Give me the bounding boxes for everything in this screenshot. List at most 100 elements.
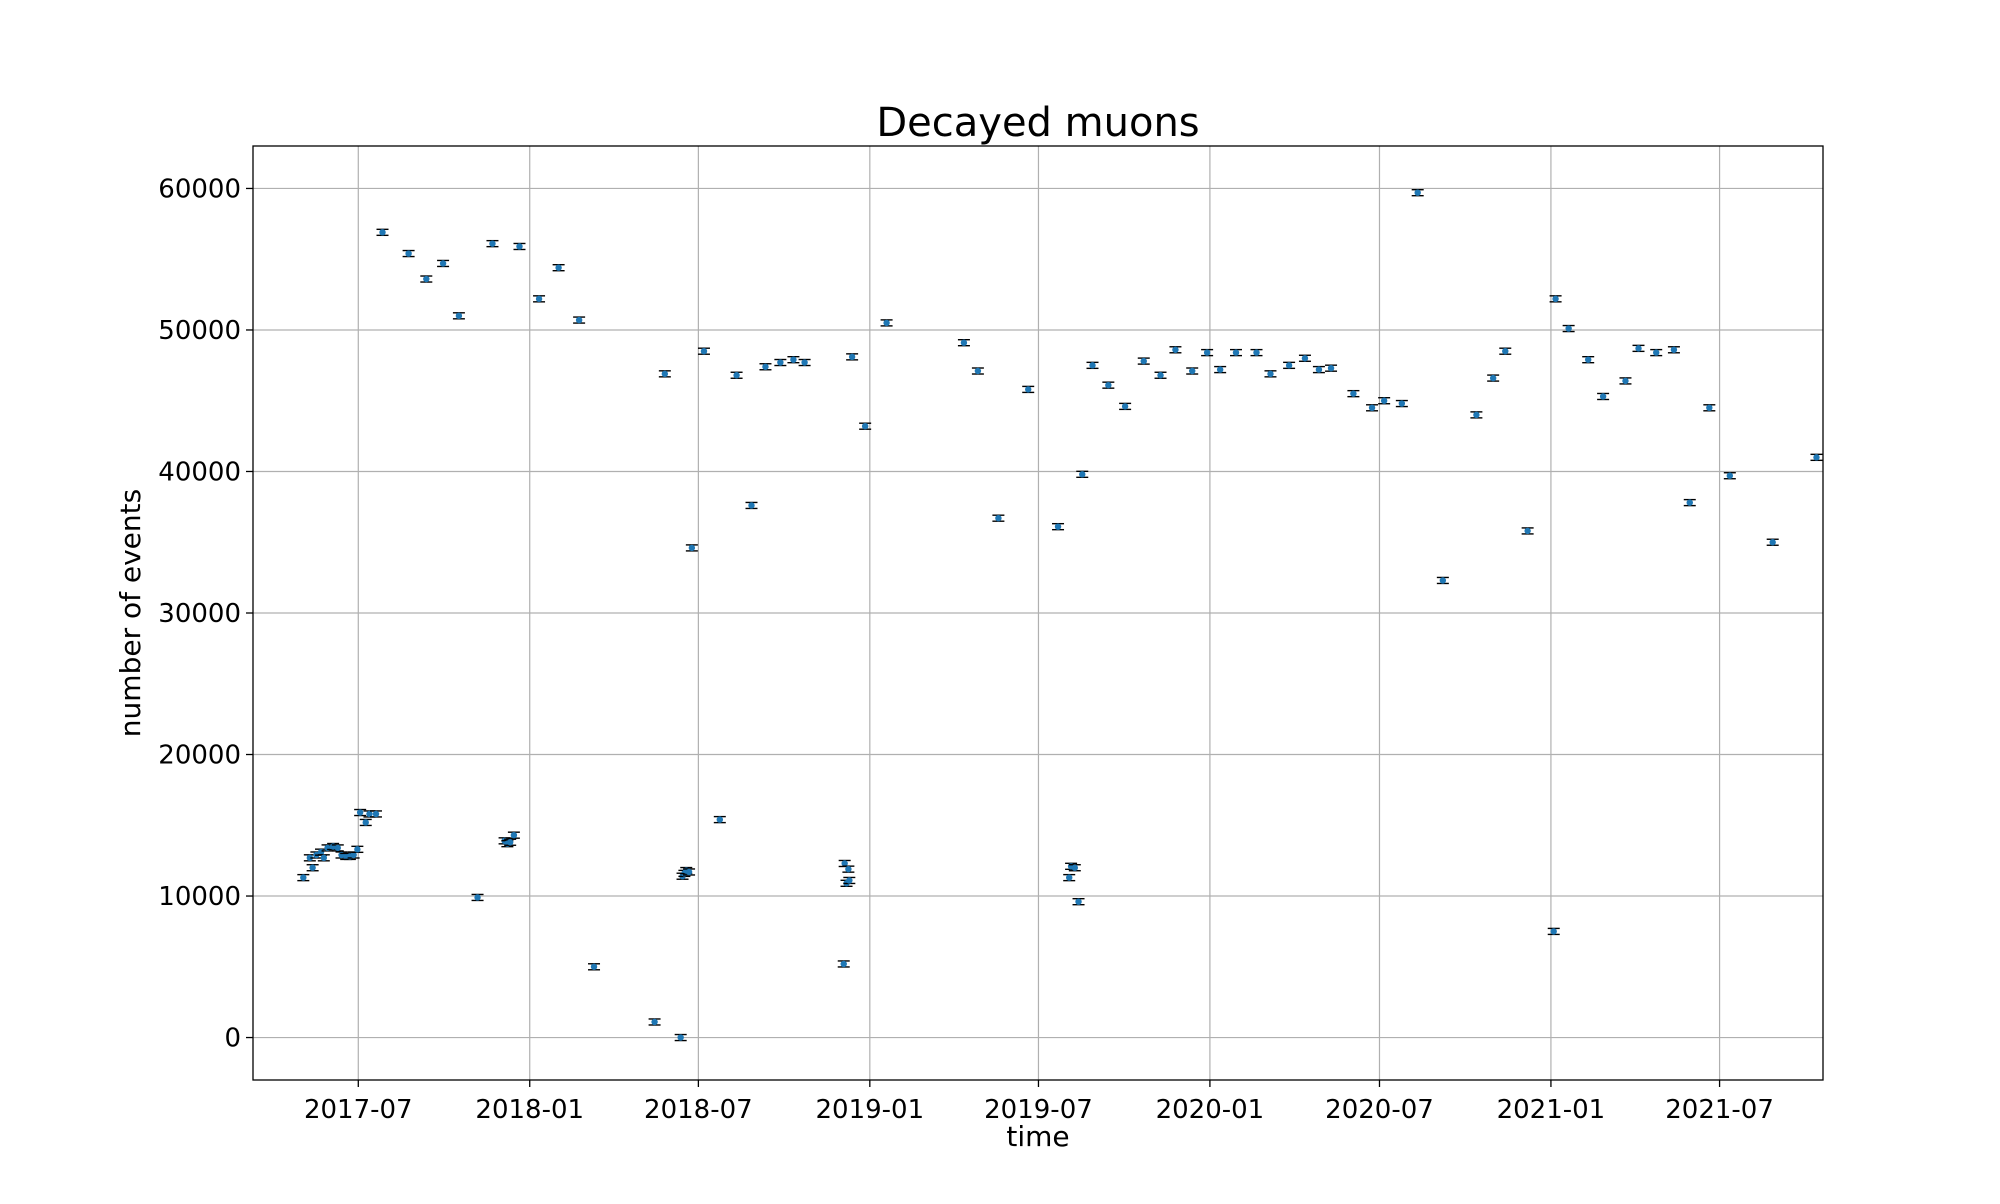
- data-point: [362, 819, 369, 826]
- data-point-group: [1487, 374, 1500, 382]
- x-tick-label: 2020-01: [1156, 1095, 1265, 1125]
- data-point: [1075, 898, 1082, 905]
- data-point: [474, 894, 481, 901]
- data-point-group: [787, 355, 800, 364]
- data-point: [1813, 454, 1820, 461]
- data-point-group: [1562, 324, 1575, 333]
- data-point-group: [1547, 927, 1560, 936]
- data-point-group: [1378, 397, 1391, 405]
- data-point-group: [1086, 361, 1099, 370]
- data-point-group: [658, 370, 671, 378]
- data-point-group: [420, 275, 433, 283]
- data-point-group: [1582, 355, 1595, 364]
- data-point: [1599, 393, 1607, 400]
- data-point-group: [774, 358, 787, 367]
- data-point-group: [437, 259, 450, 268]
- data-point-group: [471, 893, 484, 902]
- data-point-group: [1137, 357, 1150, 365]
- data-point-group: [1186, 367, 1199, 375]
- data-point: [516, 243, 523, 250]
- data-point: [1089, 362, 1096, 369]
- data-point-group: [1076, 470, 1089, 479]
- data-point-group: [552, 264, 565, 272]
- data-point: [685, 868, 693, 876]
- data-point: [356, 809, 364, 816]
- data-point: [1066, 874, 1073, 881]
- data-point-group: [1521, 527, 1534, 535]
- data-point: [1502, 347, 1509, 355]
- data-point: [1380, 397, 1388, 404]
- data-point: [688, 544, 696, 552]
- data-point: [1550, 928, 1557, 935]
- data-point: [995, 514, 1002, 522]
- data-point: [762, 363, 769, 370]
- data-point: [1105, 381, 1112, 389]
- data-point-group: [842, 865, 855, 873]
- data-point: [1552, 295, 1559, 303]
- data-point-group: [513, 242, 526, 251]
- data-point-group: [697, 347, 710, 355]
- data-point-group: [359, 818, 372, 827]
- data-point-group: [1119, 402, 1132, 411]
- data-point: [841, 860, 848, 867]
- data-point-group: [452, 312, 465, 320]
- data-point-group: [1650, 348, 1663, 357]
- data-point: [1686, 499, 1693, 506]
- y-tick-label: 10000: [158, 882, 241, 912]
- data-point: [883, 319, 890, 327]
- data-point: [439, 260, 447, 267]
- data-point-group: [730, 371, 743, 379]
- data-point-group: [880, 319, 893, 327]
- data-point-group: [1229, 348, 1242, 357]
- data-point: [1726, 472, 1734, 479]
- data-point: [1653, 349, 1660, 356]
- data-point-group: [1052, 522, 1065, 531]
- x-tick-label: 2018-07: [644, 1095, 753, 1125]
- data-point-group: [1072, 897, 1085, 906]
- data-point: [1473, 411, 1480, 419]
- data-point-group: [846, 353, 859, 361]
- data-point-group: [1683, 498, 1696, 507]
- y-axis-label: number of events: [114, 489, 147, 737]
- data-point-group: [1549, 295, 1562, 303]
- data-point-group: [1102, 381, 1115, 389]
- data-point-group: [1499, 347, 1512, 355]
- data-point-group: [713, 815, 726, 824]
- data-point: [1285, 362, 1293, 369]
- data-point: [309, 864, 316, 871]
- data-point-group: [1632, 344, 1645, 353]
- data-point: [677, 1034, 684, 1041]
- data-point: [1203, 349, 1211, 356]
- x-tick-label: 2021-07: [1665, 1095, 1774, 1125]
- data-point-group: [798, 358, 811, 367]
- data-point-group: [1214, 365, 1227, 374]
- data-point: [1327, 364, 1335, 372]
- data-point: [1439, 577, 1447, 584]
- data-layer: [297, 188, 1823, 1042]
- data-point: [960, 339, 968, 346]
- data-point-group: [573, 316, 586, 324]
- x-tick-label: 2019-07: [984, 1095, 1093, 1125]
- data-point-group: [745, 501, 758, 510]
- data-point: [651, 1018, 658, 1026]
- data-point-group: [588, 963, 601, 971]
- data-point: [700, 347, 708, 355]
- data-point-group: [1597, 392, 1610, 401]
- data-point: [716, 816, 724, 823]
- data-point: [506, 839, 514, 846]
- data-point: [334, 844, 341, 852]
- data-point: [1025, 386, 1032, 393]
- data-point: [1524, 527, 1531, 535]
- data-point-group: [1283, 361, 1296, 370]
- data-point: [861, 423, 869, 430]
- data-point-group: [1201, 348, 1214, 357]
- data-point: [555, 264, 562, 271]
- data-point-group: [1667, 346, 1680, 354]
- data-point-group: [1312, 365, 1325, 374]
- data-point: [423, 275, 430, 283]
- data-point: [1622, 377, 1629, 385]
- data-point-group: [306, 864, 319, 872]
- data-point-group: [1366, 404, 1379, 412]
- data-point: [1584, 356, 1592, 363]
